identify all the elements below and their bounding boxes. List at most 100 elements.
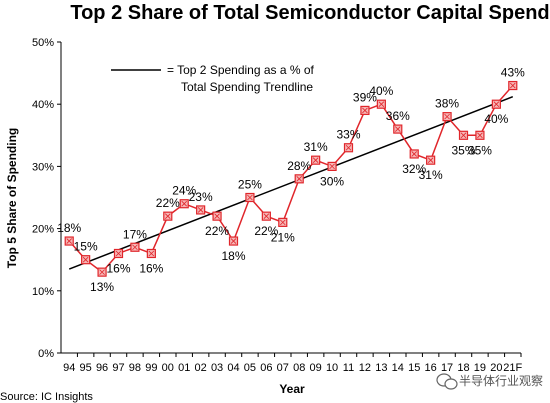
data-point-marker-cross xyxy=(82,256,89,263)
x-tick-label: 20 xyxy=(490,362,502,374)
legend-label-line2: Total Spending Trendline xyxy=(181,80,313,94)
x-tick-label: 18 xyxy=(457,362,469,374)
data-point-marker-cross xyxy=(280,219,286,226)
data-point-marker-cross xyxy=(329,163,335,170)
x-tick-label: 16 xyxy=(425,362,437,374)
data-label: 33% xyxy=(336,128,360,142)
data-label: 23% xyxy=(189,190,213,204)
data-label: 22% xyxy=(205,224,229,238)
watermark: 半导体行业观察 xyxy=(436,373,543,390)
data-point-marker-cross xyxy=(493,101,500,107)
data-point-marker-cross xyxy=(165,213,171,219)
data-point-marker-cross xyxy=(230,238,237,244)
data-point-marker-cross xyxy=(362,107,368,114)
x-tick-label: 00 xyxy=(162,362,174,374)
x-tick-label: 03 xyxy=(211,362,223,374)
data-point-marker-cross xyxy=(148,250,155,257)
data-point-marker-cross xyxy=(395,126,401,132)
data-label: 16% xyxy=(106,261,130,275)
data-label: 22% xyxy=(156,196,180,210)
y-axis-ticks: 0% 10% 20% 30% 40% 50% xyxy=(32,37,61,360)
x-tick-label: 05 xyxy=(244,362,256,374)
data-label: 25% xyxy=(238,178,262,192)
x-tick-label: 94 xyxy=(63,362,75,374)
data-point-marker-cross xyxy=(510,82,516,89)
y-tick-label: 0% xyxy=(38,348,54,360)
data-label: 32% xyxy=(402,162,426,176)
x-tick-label: 96 xyxy=(96,362,108,374)
data-label: 24% xyxy=(172,184,196,198)
legend: = Top 2 Spending as a % of Total Spendin… xyxy=(111,63,315,94)
data-point-marker-cross xyxy=(214,213,220,219)
x-tick-label: 12 xyxy=(359,362,371,374)
trendline xyxy=(68,96,514,270)
data-point-marker-cross xyxy=(411,151,417,157)
y-tick-label: 30% xyxy=(32,161,54,173)
x-tick-label: 07 xyxy=(277,362,289,374)
data-label: 21% xyxy=(271,230,295,244)
data-point-marker-cross xyxy=(197,207,204,213)
data-point-marker-cross xyxy=(477,132,483,139)
data-point-marker-cross xyxy=(247,194,253,201)
y-tick-label: 40% xyxy=(32,99,54,111)
data-point-marker-cross xyxy=(444,113,450,120)
data-label: 38% xyxy=(435,97,459,111)
data-label: 35% xyxy=(451,143,475,157)
x-tick-label: 09 xyxy=(310,362,322,374)
x-tick-label: 02 xyxy=(195,362,207,374)
data-label: 36% xyxy=(386,109,410,123)
x-tick-label: 21F xyxy=(503,362,522,374)
x-tick-label: 08 xyxy=(293,362,305,374)
data-point-marker-cross xyxy=(312,157,319,163)
data-point-marker-cross xyxy=(66,238,72,244)
x-axis-title: Year xyxy=(279,382,305,396)
data-label: 13% xyxy=(90,280,114,294)
x-tick-label: 95 xyxy=(80,362,92,374)
data-point-marker-cross xyxy=(263,213,270,219)
x-tick-label: 11 xyxy=(343,362,354,374)
x-tick-label: 17 xyxy=(441,362,453,374)
data-label: 17% xyxy=(123,227,147,241)
data-label: 18% xyxy=(221,249,245,263)
data-label: 22% xyxy=(254,224,278,238)
source-note: Source: IC Insights xyxy=(0,391,93,403)
data-label: 18% xyxy=(57,221,81,235)
wechat-icon xyxy=(436,373,458,390)
x-tick-label: 97 xyxy=(112,362,124,374)
x-tick-label: 04 xyxy=(227,362,239,374)
data-labels: 18%15%13%16%17%16%22%24%23%22%18%25%22%2… xyxy=(57,66,525,295)
data-point-marker-cross xyxy=(181,200,187,207)
data-label: 40% xyxy=(484,112,508,126)
x-tick-label: 98 xyxy=(129,362,141,374)
data-label: 35% xyxy=(468,143,492,157)
x-tick-label: 01 xyxy=(178,362,190,374)
x-tick-label: 06 xyxy=(260,362,272,374)
data-point-marker-cross xyxy=(378,101,385,107)
chart-title: Top 2 Share of Total Semiconductor Capit… xyxy=(70,2,550,24)
x-tick-label: 13 xyxy=(375,362,387,374)
data-label: 16% xyxy=(139,261,163,275)
data-label: 31% xyxy=(304,140,328,154)
x-tick-label: 99 xyxy=(145,362,157,374)
data-point-marker-cross xyxy=(345,144,352,151)
data-point-marker-cross xyxy=(427,157,434,163)
x-tick-label: 10 xyxy=(326,362,338,374)
data-label: 30% xyxy=(320,174,344,188)
data-label: 15% xyxy=(74,240,98,254)
x-axis-ticks: 94 95 96 97 98 99 00 01 02 03 04 05 06 07 08 09 10 11 12 13… xyxy=(63,353,523,374)
data-label: 31% xyxy=(419,168,443,182)
x-tick-label: 15 xyxy=(408,362,420,374)
data-label: 39% xyxy=(353,90,377,104)
data-point-marker-cross xyxy=(132,244,138,251)
data-label: 40% xyxy=(369,84,393,98)
data-point-marker-cross xyxy=(99,269,105,275)
y-axis-title: Top 5 Share of Spending xyxy=(5,128,19,268)
data-label: 43% xyxy=(501,66,525,80)
data-label: 28% xyxy=(287,159,311,173)
data-point-marker-cross xyxy=(460,132,467,139)
y-tick-label: 10% xyxy=(32,286,54,298)
x-tick-label: 19 xyxy=(474,362,486,374)
series-line xyxy=(68,85,514,274)
data-point-marker-cross xyxy=(296,176,302,182)
